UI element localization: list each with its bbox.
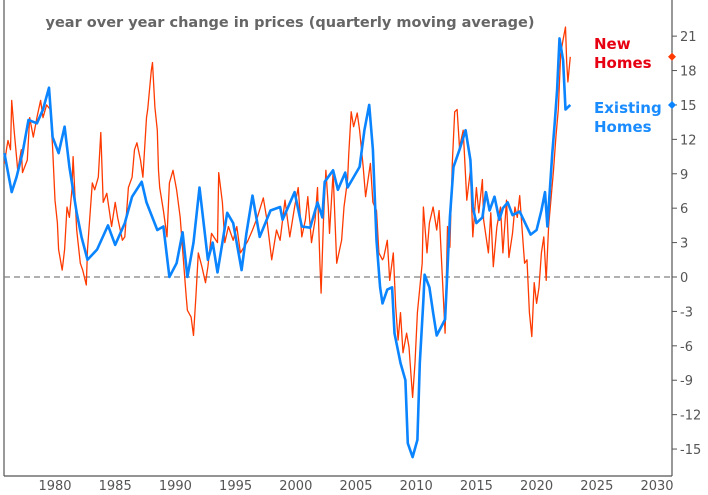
x-tick-label: 2020 (520, 479, 553, 494)
y-tick-label: 12 (680, 133, 697, 148)
x-tick-label: 1985 (99, 479, 132, 494)
chart-title: year over year change in prices (quarter… (46, 15, 535, 31)
series-lines (3, 26, 676, 459)
y-tick-label: 21 (680, 30, 697, 45)
legend-new-homes-line2: Homes (594, 54, 652, 72)
x-tick-label: 2000 (279, 479, 312, 494)
y-tick-label: 3 (680, 237, 688, 252)
existing-homes-last-value-marker (668, 100, 676, 109)
y-tick-label: 15 (680, 99, 697, 114)
new-homes-line (3, 26, 571, 399)
legend: New Homes Existing Homes (594, 35, 662, 136)
legend-new-homes-line1: New (594, 35, 631, 53)
legend-existing-homes-line2: Homes (594, 118, 652, 136)
y-tick-label: -3 (680, 305, 693, 320)
y-tick-label: -6 (680, 340, 693, 355)
x-tick-label: 1980 (38, 479, 71, 494)
x-tick-label: 2010 (400, 479, 433, 494)
legend-existing-homes-line1: Existing (594, 99, 662, 117)
x-tick-label: 2005 (339, 479, 372, 494)
new-homes-last-value-marker (668, 52, 676, 61)
y-tick-label: 9 (680, 168, 688, 183)
x-tick-label: 1990 (159, 479, 192, 494)
x-tick-label: 2025 (580, 479, 613, 494)
y-tick-label: 0 (680, 271, 688, 286)
y-tick-labels: -15 -12 -9 -6 -3 0 3 6 9 12 15 18 21 (672, 30, 701, 458)
x-tick-label: 1995 (219, 479, 252, 494)
y-tick-label: -15 (680, 443, 701, 458)
y-tick-label: 6 (680, 202, 688, 217)
x-tick-labels: 1980 1985 1990 1995 2000 2005 2010 2015 2020 2025… (38, 479, 673, 494)
y-tick-label: 18 (680, 65, 697, 80)
x-tick-label: 2030 (640, 479, 673, 494)
y-tick-label: -12 (680, 409, 701, 424)
y-tick-label: -9 (680, 374, 693, 389)
existing-homes-line (3, 37, 572, 459)
x-tick-label: 2015 (460, 479, 493, 494)
